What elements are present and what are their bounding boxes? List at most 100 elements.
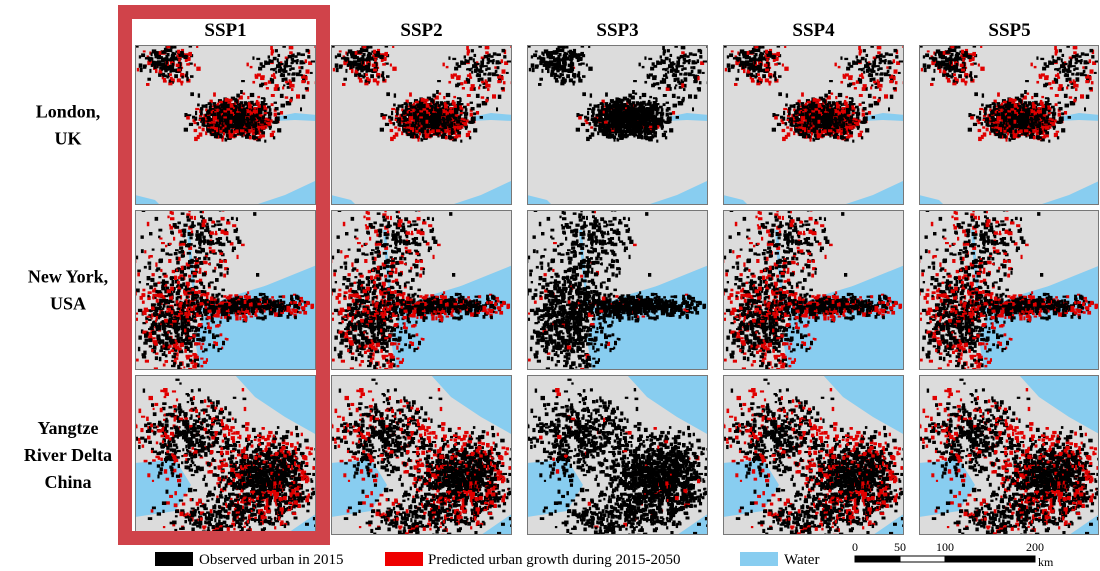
urban-observed bbox=[653, 107, 656, 111]
urban-observed bbox=[278, 54, 281, 57]
map-panel bbox=[135, 36, 323, 205]
urban-growth bbox=[451, 74, 453, 77]
urban-growth bbox=[485, 79, 487, 82]
urban-observed bbox=[906, 46, 910, 49]
urban-observed bbox=[474, 54, 477, 57]
urban-observed bbox=[757, 49, 760, 52]
urban-growth bbox=[453, 73, 457, 76]
urban-observed bbox=[683, 88, 686, 91]
urban-observed bbox=[648, 58, 652, 60]
urban-observed bbox=[275, 49, 278, 52]
urban-observed bbox=[656, 112, 659, 114]
urban-growth bbox=[816, 99, 820, 102]
urban-growth bbox=[230, 103, 234, 107]
urban-observed bbox=[365, 70, 367, 73]
urban-observed bbox=[697, 59, 699, 63]
urban-observed bbox=[871, 84, 873, 86]
urban-observed bbox=[898, 72, 901, 74]
urban-observed bbox=[727, 55, 729, 58]
urban-growth bbox=[250, 66, 253, 68]
urban-observed bbox=[656, 140, 658, 143]
urban-observed bbox=[632, 129, 636, 132]
urban-growth bbox=[333, 68, 335, 72]
urban-observed bbox=[473, 128, 477, 132]
urban-observed bbox=[190, 92, 194, 96]
urban-growth bbox=[697, 76, 699, 80]
urban-observed bbox=[175, 57, 177, 60]
urban-observed bbox=[396, 107, 399, 110]
urban-growth bbox=[384, 52, 388, 56]
urban-observed bbox=[449, 103, 451, 106]
urban-observed bbox=[644, 81, 647, 84]
urban-growth bbox=[850, 134, 853, 137]
urban-observed bbox=[592, 107, 595, 110]
urban-observed bbox=[198, 93, 200, 97]
urban-observed bbox=[674, 73, 678, 77]
urban-growth bbox=[497, 80, 501, 83]
urban-growth bbox=[423, 102, 427, 104]
urban-observed bbox=[561, 49, 564, 52]
urban-observed bbox=[666, 113, 669, 117]
urban-observed bbox=[639, 63, 641, 67]
urban-observed bbox=[876, 65, 880, 67]
urban-growth bbox=[513, 76, 515, 80]
urban-observed bbox=[452, 114, 455, 118]
urban-growth bbox=[146, 83, 149, 86]
urban-growth bbox=[252, 81, 255, 84]
urban-observed bbox=[361, 41, 364, 44]
urban-observed bbox=[783, 111, 785, 115]
urban-observed bbox=[611, 135, 614, 138]
urban-observed bbox=[608, 112, 612, 115]
urban-growth bbox=[774, 63, 778, 66]
urban-observed bbox=[788, 110, 790, 114]
urban-observed bbox=[804, 112, 808, 115]
urban-growth bbox=[868, 111, 871, 115]
urban-observed bbox=[566, 74, 570, 78]
urban-observed bbox=[851, 98, 853, 102]
urban-observed bbox=[173, 46, 177, 48]
urban-observed bbox=[259, 117, 262, 120]
urban-observed bbox=[307, 55, 310, 58]
urban-observed bbox=[471, 71, 473, 74]
urban-growth bbox=[503, 81, 506, 84]
urban-observed bbox=[337, 53, 341, 57]
urban-observed bbox=[742, 65, 745, 69]
urban-growth bbox=[273, 77, 276, 79]
urban-observed bbox=[147, 78, 151, 81]
urban-observed bbox=[639, 96, 641, 99]
urban-growth bbox=[194, 137, 198, 141]
urban-observed bbox=[636, 102, 640, 106]
urban-observed bbox=[558, 61, 561, 65]
urban-observed bbox=[457, 131, 461, 134]
urban-observed bbox=[555, 75, 559, 78]
urban-growth bbox=[443, 96, 445, 99]
urban-observed bbox=[651, 117, 654, 120]
urban-observed bbox=[693, 80, 697, 83]
urban-growth bbox=[166, 44, 170, 48]
urban-observed bbox=[653, 125, 657, 129]
urban-growth bbox=[590, 126, 593, 128]
urban-observed bbox=[207, 123, 209, 127]
map-panel bbox=[331, 36, 519, 205]
urban-growth bbox=[765, 50, 768, 54]
urban-observed bbox=[605, 116, 609, 120]
urban-observed bbox=[632, 90, 635, 94]
urban-observed bbox=[297, 52, 301, 55]
urban-observed bbox=[865, 128, 869, 132]
urban-observed bbox=[276, 116, 280, 120]
urban-observed bbox=[681, 46, 685, 50]
urban-observed bbox=[335, 63, 339, 67]
urban-observed bbox=[184, 128, 188, 132]
urban-observed bbox=[441, 137, 445, 139]
urban-growth bbox=[256, 100, 258, 102]
urban-observed bbox=[467, 68, 470, 70]
urban-growth bbox=[460, 82, 463, 85]
urban-observed bbox=[622, 120, 625, 124]
urban-observed bbox=[415, 135, 418, 138]
urban-growth bbox=[227, 102, 231, 104]
urban-observed bbox=[627, 129, 630, 133]
urban-growth bbox=[672, 111, 675, 115]
urban-growth bbox=[301, 80, 305, 83]
urban-observed bbox=[197, 104, 200, 107]
urban-growth bbox=[444, 102, 447, 105]
